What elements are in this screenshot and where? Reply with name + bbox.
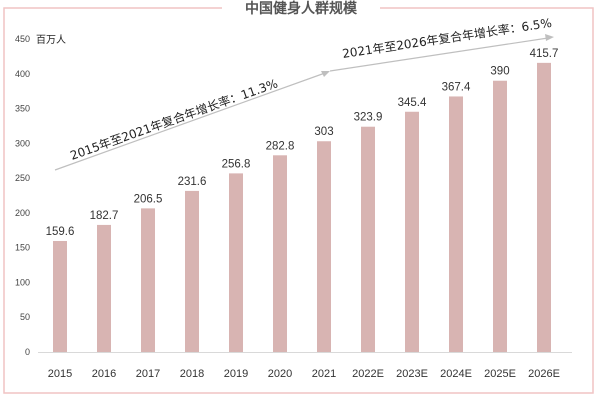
x-tick-label: 2017 [136,368,160,380]
y-tick-label: 150 [15,243,30,253]
bar [229,173,243,352]
y-tick-label: 100 [15,277,30,287]
data-label: 182.7 [90,210,119,222]
x-tick-label: 2022E [352,368,384,380]
x-tick-label: 2023E [396,368,428,380]
bar [185,190,199,352]
bar [141,208,155,352]
bar [537,62,551,353]
annotation-cagr-2021-2026: 2021年至2026年复合年增长率：6.5% [341,15,552,61]
bar [53,240,67,352]
data-label: 367.4 [442,81,471,93]
chart-border [3,7,594,394]
y-tick-label: 450 [15,34,30,44]
x-tick-label: 2018 [180,368,204,380]
y-tick-label: 300 [15,138,30,148]
data-label: 256.8 [222,158,251,170]
y-tick-label: 250 [15,173,30,183]
y-tick-label: 50 [20,312,30,322]
annotation-cagr-2015-2021: 2015年至2021年复合年增长率：11.3% [68,76,280,163]
bar [317,141,331,352]
x-tick-label: 2021 [312,368,336,380]
growth-arrow-1-head [321,71,330,77]
bar [405,111,419,352]
chart-title: 中国健身人群规模 [245,0,358,17]
bar [493,80,507,352]
bar [97,224,111,352]
y-tick-label: 400 [15,69,30,79]
data-label: 282.8 [266,140,295,152]
y-axis-unit: 百万人 [36,34,66,46]
bar [361,126,375,352]
x-tick-label: 2019 [224,368,248,380]
data-label: 415.7 [530,48,559,60]
x-tick-label: 2016 [92,368,116,380]
data-label: 303 [314,126,333,138]
data-label: 390 [490,66,509,78]
growth-arrow-2 [329,37,549,72]
bar [449,96,463,353]
data-label: 231.6 [178,176,207,188]
data-label: 206.5 [134,193,163,205]
x-tick-label: 2015 [48,368,72,380]
data-label: 345.4 [398,97,427,109]
y-tick-label: 200 [15,208,30,218]
x-tick-label: 2024E [440,368,472,380]
x-tick-label: 2020 [268,368,292,380]
data-label: 323.9 [354,112,383,124]
growth-arrow-2-head [545,34,554,41]
y-tick-label: 0 [25,347,30,357]
data-label: 159.6 [46,226,75,238]
x-tick-label: 2025E [484,368,516,380]
growth-arrow-1 [54,72,326,171]
y-tick-label: 350 [15,104,30,114]
bar [273,155,287,352]
x-tick-label: 2026E [528,368,560,380]
